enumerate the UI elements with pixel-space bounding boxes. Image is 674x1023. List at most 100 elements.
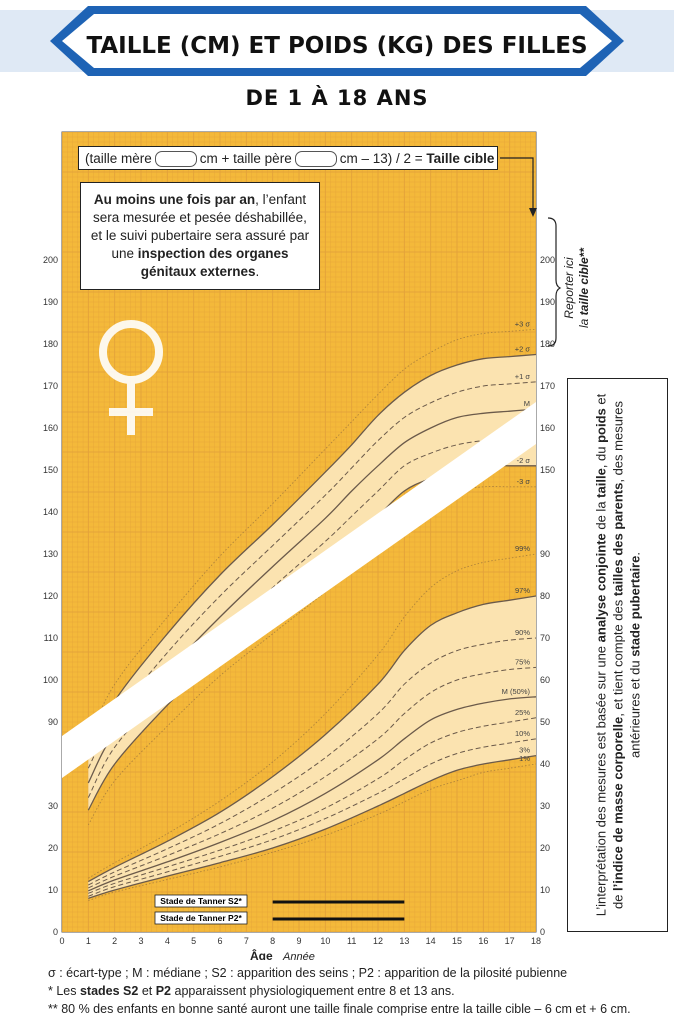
height-tick-left: 90 <box>48 717 58 727</box>
height-tick-left: 200 <box>43 255 58 265</box>
x-tick-label: 12 <box>373 936 383 946</box>
target-note-line2a: la <box>577 315 591 329</box>
page-title: TAILLE (CM) ET POIDS (KG) DES FILLES <box>86 33 587 59</box>
target-note-line1: Reporter ici <box>562 257 576 319</box>
father-height-field[interactable] <box>294 151 337 168</box>
x-tick-label: 14 <box>426 936 436 946</box>
x-tick-label: 3 <box>138 936 143 946</box>
formula-text-1: (taille mère <box>85 151 152 166</box>
x-tick-label: 17 <box>505 936 515 946</box>
weight-tick-right: 30 <box>540 801 550 811</box>
advice-bold-1: Au moins une fois par an <box>93 192 256 207</box>
height-label--2-: -2 σ <box>517 456 531 465</box>
height-tick-left: 120 <box>43 591 58 601</box>
footnote-3: ** 80 % des enfants en bonne santé auron… <box>48 1002 631 1016</box>
formula-text-2: cm + taille père <box>199 151 292 166</box>
advice-bold-2: inspection des organes génitaux externes <box>137 246 289 279</box>
x-axis-label: Âge <box>250 948 273 960</box>
target-bracket <box>547 217 562 347</box>
height-tick-left: 170 <box>43 381 58 391</box>
weight-label-m-50-: M (50%) <box>502 687 531 696</box>
weight-tick-left: 10 <box>48 885 58 895</box>
footnote-1: σ : écart-type ; M : médiane ; S2 : appa… <box>48 966 568 980</box>
interpretation-text: L’interprétation des mesures est basée s… <box>593 393 642 917</box>
weight-curve-1- <box>88 763 536 901</box>
weight-curve-m-50- <box>88 696 536 892</box>
weight-tick-left: 0 <box>53 927 58 937</box>
height-tick-right: 190 <box>540 297 555 307</box>
height-curve--1- <box>87 381 536 769</box>
height-band <box>88 354 536 811</box>
height-tick-left: 100 <box>43 675 58 685</box>
height-label--3-: -3 σ <box>517 477 531 486</box>
x-tick-label: 13 <box>399 936 409 946</box>
x-tick-label: 8 <box>270 936 275 946</box>
x-tick-label: 10 <box>320 936 330 946</box>
height-label-m: M <box>524 399 530 408</box>
x-tick-label: 11 <box>347 936 356 946</box>
height-tick-left: 160 <box>43 423 58 433</box>
height-tick-right: 200 <box>540 255 555 265</box>
height-tick-right: 160 <box>540 423 555 433</box>
weight-label-1-: 1% <box>519 754 530 763</box>
x-tick-label: 2 <box>112 936 117 946</box>
weight-label-90-: 90% <box>515 628 530 637</box>
footnote-2: * Les stades S2 et P2 apparaissent physi… <box>48 984 455 998</box>
x-tick-label: 1 <box>86 936 91 946</box>
x-tick-label: 0 <box>59 936 64 946</box>
formula-text-3: cm – 13) / 2 = <box>339 151 423 166</box>
weight-label-99-: 99% <box>515 544 530 553</box>
interpretation-box: L’interprétation des mesures est basée s… <box>567 378 668 932</box>
separator-band <box>62 402 536 778</box>
weight-curve-25- <box>88 717 536 894</box>
height-tick-left: 110 <box>44 633 58 643</box>
height-label--1-: +1 σ <box>515 372 531 381</box>
female-symbol-icon <box>99 320 163 435</box>
weight-band <box>88 596 536 899</box>
height-tick-left: 150 <box>43 465 58 475</box>
weight-tick-right: 10 <box>540 885 550 895</box>
weight-tick-left: 20 <box>48 843 58 853</box>
x-tick-label: 5 <box>191 936 196 946</box>
weight-label-3-: 3% <box>519 746 530 755</box>
advice-box: Au moins une fois par an, l’enfant sera … <box>80 182 320 290</box>
height-label--2-: +2 σ <box>515 345 531 354</box>
height-tick-left: 180 <box>43 339 58 349</box>
weight-label-97-: 97% <box>515 586 530 595</box>
x-tick-label: 7 <box>244 936 249 946</box>
weight-curve-10- <box>88 738 536 897</box>
height-curve--3- <box>87 328 536 739</box>
tanner-stage-label: Stade de Tanner P2* <box>160 913 242 923</box>
weight-tick-right: 70 <box>540 633 550 643</box>
height-curve--3- <box>87 486 536 826</box>
weight-tick-right: 40 <box>540 759 550 769</box>
height-tick-left: 130 <box>43 549 58 559</box>
x-tick-label: 9 <box>296 936 301 946</box>
weight-tick-right: 90 <box>540 549 550 559</box>
weight-curve-97- <box>87 595 536 883</box>
weight-tick-right: 20 <box>540 843 550 853</box>
tanner-label-box <box>154 911 248 925</box>
weight-label-75-: 75% <box>515 657 530 666</box>
height-tick-right: 180 <box>540 339 555 349</box>
weight-curve-99- <box>88 553 536 879</box>
footnotes: σ : écart-type ; M : médiane ; S2 : appa… <box>48 964 648 1018</box>
target-arrow <box>500 157 534 210</box>
page-subtitle: DE 1 À 18 ANS <box>245 86 429 110</box>
mother-height-field[interactable] <box>154 151 197 168</box>
height-tick-right: 170 <box>540 381 555 391</box>
title-banner: TAILLE (CM) ET POIDS (KG) DES FILLES <box>0 6 674 76</box>
weight-tick-left: 30 <box>48 801 58 811</box>
height-tick-right: 150 <box>540 465 555 475</box>
weight-label-10-: 10% <box>515 729 530 738</box>
weight-tick-right: 60 <box>540 675 550 685</box>
weight-tick-right: 0 <box>540 927 545 937</box>
advice-text-1: , l’enfant sera mesurée et pesée déshabi… <box>90 192 310 261</box>
x-tick-label: 16 <box>478 936 488 946</box>
x-tick-label: 18 <box>531 936 541 946</box>
target-height-label: Taille cible <box>426 151 495 166</box>
weight-tick-right: 50 <box>540 717 550 727</box>
weight-label-25-: 25% <box>515 708 530 717</box>
target-note-line2b: taille cible** <box>577 247 591 316</box>
x-tick-label: 4 <box>165 936 170 946</box>
